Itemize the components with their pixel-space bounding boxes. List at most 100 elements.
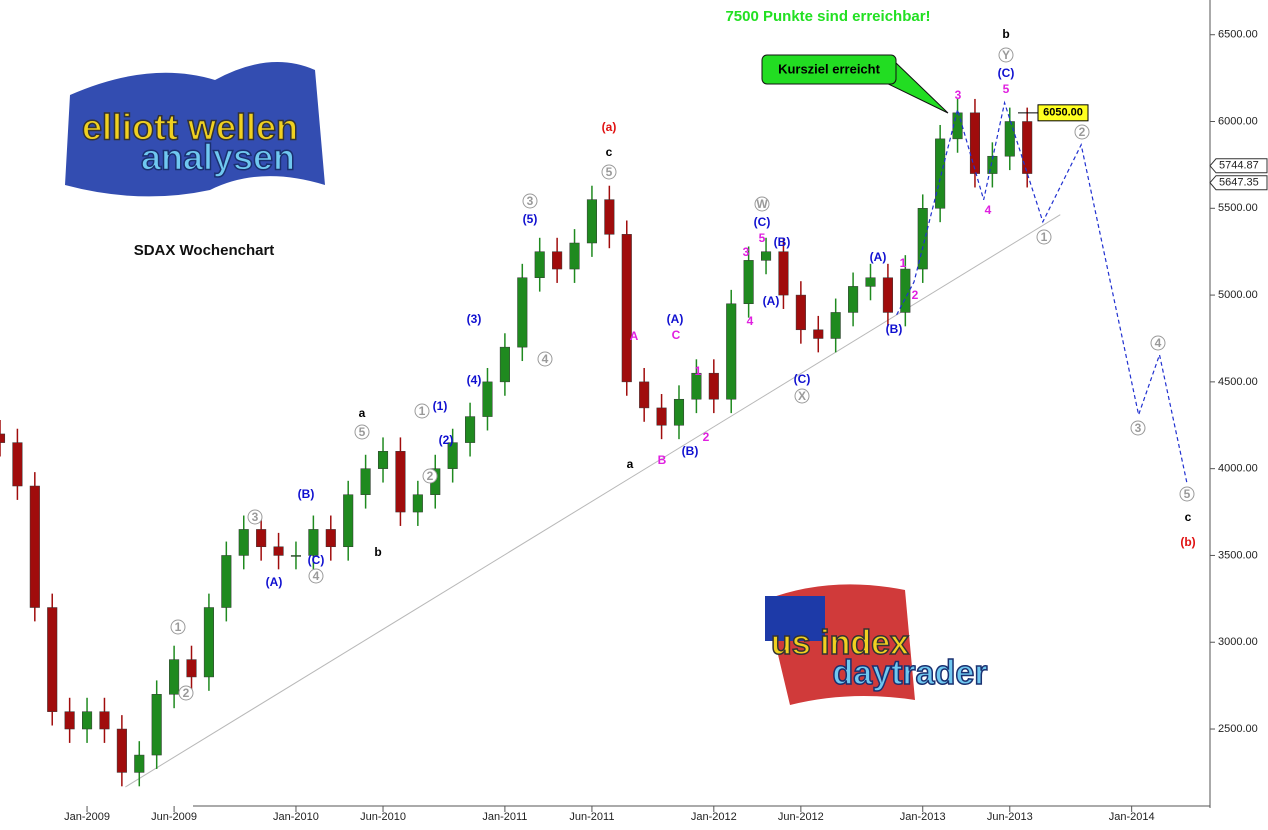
- logo-text: daytrader: [833, 654, 988, 692]
- x-tick-label: Jan-2014: [1109, 811, 1155, 823]
- wave-circle: [308, 568, 324, 584]
- wave-label: (4): [467, 373, 482, 387]
- wave-label: (B): [298, 487, 315, 501]
- candle-body: [186, 659, 197, 678]
- candle-body: [848, 286, 859, 313]
- x-tick-label: Jan-2013: [900, 811, 946, 823]
- wave-label: b: [374, 545, 381, 559]
- candle-body: [586, 199, 597, 244]
- wave-label: 3: [955, 88, 962, 102]
- candle-body: [569, 242, 580, 270]
- x-tick-label: Jan-2011: [482, 811, 527, 823]
- candle-body: [865, 277, 876, 287]
- candle-body: [534, 251, 545, 278]
- wave-circle: [1036, 229, 1052, 245]
- wave-label: 1: [1041, 230, 1048, 244]
- candle-body: [969, 112, 981, 174]
- candle-body: [604, 199, 615, 235]
- x-tick-label: Jun-2009: [151, 811, 197, 823]
- callout-box: [761, 54, 897, 85]
- candle-body: [82, 711, 93, 730]
- wave-circle: [422, 468, 438, 484]
- logo-text: us index: [771, 624, 909, 662]
- wave-label: a: [359, 406, 366, 420]
- candle-body: [412, 494, 423, 513]
- candle-body: [882, 277, 893, 313]
- target-label: 6050.00: [1043, 107, 1083, 119]
- wave-label: 5: [606, 165, 613, 179]
- wave-label: X: [798, 389, 806, 403]
- candle-body: [395, 451, 406, 513]
- chart-subtitle: SDAX Wochenchart: [134, 242, 275, 259]
- wave-label: Y: [1002, 48, 1010, 62]
- y-tick-label: 3000.00: [1218, 636, 1258, 648]
- candle-body: [203, 607, 214, 678]
- y-tick-label: 5000.00: [1218, 289, 1258, 301]
- candle-body: [64, 711, 75, 730]
- candle-body: [621, 234, 632, 383]
- candle-body: [795, 294, 806, 331]
- wave-circle: [1150, 335, 1166, 351]
- wave-label: (A): [763, 294, 780, 308]
- candle-body: [691, 372, 702, 400]
- y-tick-label: 3500.00: [1218, 549, 1258, 561]
- wave-label: b: [1002, 27, 1009, 41]
- candle-body: [499, 346, 510, 383]
- x-tick-label: Jun-2011: [569, 811, 614, 823]
- logo-flag: [65, 62, 325, 197]
- callout: Kursziel erreicht: [761, 54, 949, 114]
- candle-body: [552, 251, 563, 270]
- wave-label: C: [672, 328, 681, 342]
- wave-label: (A): [667, 312, 684, 326]
- candle-body: [290, 555, 302, 557]
- wave-label: 5: [759, 231, 766, 245]
- candle-body: [708, 372, 719, 400]
- wave-label: 4: [1155, 336, 1162, 350]
- wave-label: 1: [695, 364, 702, 378]
- wave-label: W: [756, 197, 768, 211]
- wave-label: (b): [1180, 535, 1195, 549]
- candle-body: [151, 694, 162, 756]
- candle-body: [673, 398, 685, 426]
- wave-label: (5): [523, 212, 538, 226]
- x-tick-label: Jun-2010: [360, 811, 406, 823]
- chart-title: 7500 Punkte sind erreichbar!: [725, 8, 930, 25]
- wave-circle: [1130, 420, 1146, 436]
- wave-label: c: [606, 145, 613, 159]
- candle-body: [987, 155, 998, 174]
- candle-body: [935, 138, 946, 209]
- wave-label: 3: [252, 510, 259, 524]
- wave-label: (B): [886, 322, 903, 336]
- wave-circle: [1074, 124, 1090, 140]
- wave-circle: [170, 619, 186, 635]
- candle-body: [12, 442, 23, 487]
- candle-body: [778, 251, 789, 296]
- x-tick-label: Jan-2012: [691, 811, 737, 823]
- wave-label: 1: [175, 620, 182, 634]
- candle-body: [99, 711, 110, 730]
- logo-text: analysen: [141, 137, 295, 178]
- candle-body: [813, 329, 824, 339]
- wave-label: (2): [439, 433, 454, 447]
- callout-text: Kursziel erreicht: [778, 61, 881, 76]
- y-tick-label: 4500.00: [1218, 376, 1258, 388]
- wave-label: 5: [1184, 487, 1191, 501]
- logo-flag-canton: [765, 596, 825, 641]
- wave-circle: [754, 196, 770, 212]
- wave-label: (1): [433, 399, 448, 413]
- wave-label: 2: [703, 430, 710, 444]
- wave-circle: [998, 47, 1014, 63]
- candle-body: [221, 555, 232, 608]
- candle-body: [47, 607, 58, 712]
- price-tag-label: 5744.87: [1219, 160, 1259, 172]
- wave-label: 1: [419, 404, 426, 418]
- wave-label: (a): [602, 120, 617, 134]
- wave-circle: [414, 403, 430, 419]
- candle-body: [238, 529, 249, 556]
- x-tick-label: Jan-2010: [273, 811, 319, 823]
- candle-body: [830, 312, 841, 339]
- wave-label: (3): [467, 312, 482, 326]
- candle-body: [482, 381, 493, 417]
- x-tick-label: Jun-2013: [987, 811, 1033, 823]
